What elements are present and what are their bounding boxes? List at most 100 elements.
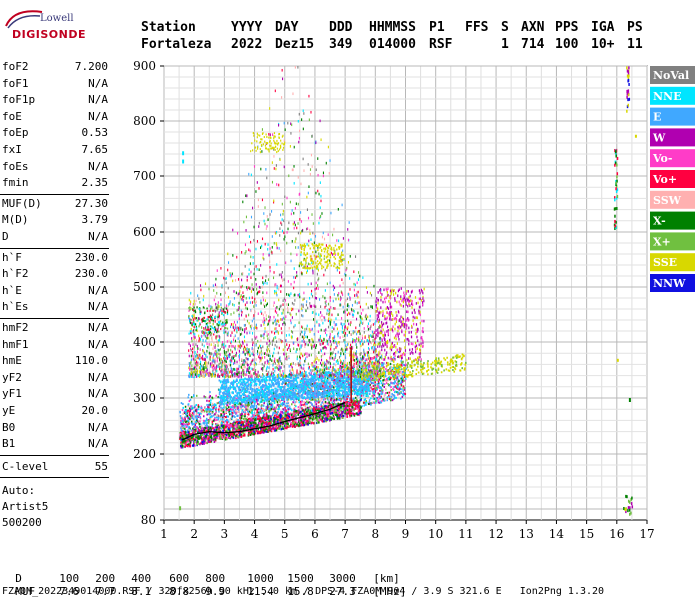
echo-point xyxy=(282,418,284,421)
echo-point xyxy=(226,432,228,435)
echo-point xyxy=(369,402,372,405)
echo-point xyxy=(326,398,329,401)
echo-point xyxy=(308,390,310,393)
echo-point xyxy=(320,403,322,406)
echo-point xyxy=(299,414,302,417)
echo-point xyxy=(338,386,340,389)
echo-point xyxy=(231,411,234,414)
echo-point xyxy=(385,361,388,364)
echo-point xyxy=(364,402,366,405)
echo-point xyxy=(263,430,266,433)
echo-point xyxy=(304,416,306,419)
echo-point xyxy=(313,405,316,408)
echo-point xyxy=(400,360,402,363)
echo-point xyxy=(360,392,362,395)
echo-point xyxy=(345,395,347,398)
echo-point xyxy=(229,425,232,428)
echo-point xyxy=(210,426,213,429)
echo-point xyxy=(325,415,327,418)
echo-point xyxy=(336,385,338,388)
echo-point xyxy=(255,425,257,428)
echo-point xyxy=(248,378,250,381)
echo-point xyxy=(226,437,228,441)
echo-point xyxy=(249,409,252,412)
echo-point xyxy=(360,383,363,386)
echo-point xyxy=(342,410,345,413)
echo-point xyxy=(268,417,271,421)
echo-point xyxy=(379,376,382,379)
echo-point xyxy=(233,420,235,423)
echo-point xyxy=(204,425,207,428)
echo-point xyxy=(199,416,201,419)
echo-point xyxy=(352,399,355,402)
echo-point xyxy=(298,424,301,427)
echo-point xyxy=(358,412,361,415)
echo-point xyxy=(184,405,187,408)
echo-point xyxy=(273,397,276,400)
echo-point xyxy=(226,434,228,437)
echo-point xyxy=(182,437,184,440)
echo-point xyxy=(240,386,243,389)
echo-point xyxy=(231,414,234,417)
echo-point xyxy=(197,426,199,429)
echo-point xyxy=(303,423,306,427)
echo-point xyxy=(326,409,328,413)
param-mufd: MUF(D) 27.30 xyxy=(2,197,108,213)
panel-divider xyxy=(0,476,109,478)
echo-point xyxy=(329,394,331,397)
echo-point xyxy=(341,411,343,414)
echo-point xyxy=(367,396,370,399)
echo-point xyxy=(191,407,194,410)
echo-point xyxy=(182,431,184,435)
echo-point xyxy=(296,424,298,427)
param-fof2: foF2 7.200 xyxy=(2,60,108,76)
echo-point xyxy=(306,423,308,426)
echo-point xyxy=(321,411,323,415)
echo-point xyxy=(337,416,340,419)
echo-point xyxy=(391,392,393,395)
echo-point xyxy=(322,371,324,374)
echo-point xyxy=(390,366,393,369)
echo-point xyxy=(381,391,384,394)
echo-point xyxy=(182,419,185,422)
echo-point xyxy=(339,395,341,398)
echo-point xyxy=(340,376,343,379)
echo-point xyxy=(336,408,339,412)
echo-point xyxy=(310,414,313,417)
echo-point xyxy=(181,426,183,429)
echo-point xyxy=(333,416,336,419)
echo-point xyxy=(187,415,189,418)
echo-point xyxy=(375,385,378,388)
echo-point xyxy=(357,383,359,386)
echo-point xyxy=(202,433,204,436)
echo-point xyxy=(299,391,301,394)
echo-point xyxy=(299,400,302,403)
echo-point xyxy=(397,381,399,384)
echo-point xyxy=(206,441,208,445)
lowell-digisonde-logo: Lowell DIGISONDE xyxy=(4,6,85,41)
echo-point xyxy=(212,419,215,422)
echo-point xyxy=(265,405,268,408)
echo-point xyxy=(203,395,205,398)
echo-point xyxy=(258,392,260,395)
echo-point xyxy=(226,418,228,421)
panel-divider xyxy=(0,318,109,319)
echo-point xyxy=(373,392,376,395)
echo-point xyxy=(381,400,383,403)
echo-point xyxy=(390,389,393,392)
echo-point xyxy=(333,417,335,420)
echo-point xyxy=(326,397,329,400)
echo-point xyxy=(330,411,332,414)
echo-point xyxy=(215,428,218,431)
echo-point xyxy=(242,421,244,425)
echo-point xyxy=(208,434,211,438)
echo-point xyxy=(390,395,393,398)
echo-point xyxy=(210,415,212,418)
echo-point xyxy=(302,418,305,421)
echo-point xyxy=(341,403,344,406)
echo-point xyxy=(262,423,265,426)
echo-point xyxy=(215,404,217,407)
echo-point xyxy=(399,397,402,400)
echo-point xyxy=(237,421,240,425)
echo-point xyxy=(325,405,328,408)
